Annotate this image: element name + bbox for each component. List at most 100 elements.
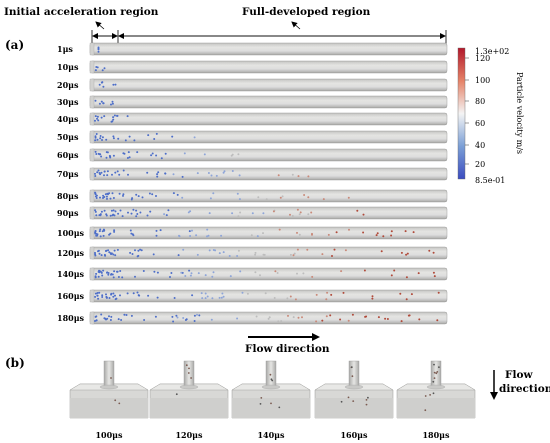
tube xyxy=(89,112,448,126)
particle xyxy=(432,251,435,254)
particle xyxy=(190,377,193,379)
particle xyxy=(94,139,97,142)
particle xyxy=(301,316,303,319)
particle xyxy=(127,173,129,176)
particle xyxy=(206,235,208,238)
particle xyxy=(428,249,431,252)
particle xyxy=(264,292,267,295)
particle xyxy=(100,271,103,274)
particle xyxy=(188,230,191,233)
particle xyxy=(344,249,347,252)
particle xyxy=(94,210,97,213)
particle xyxy=(128,135,131,138)
particle xyxy=(95,315,98,318)
particle xyxy=(102,85,105,88)
particle xyxy=(196,253,199,256)
particle xyxy=(149,210,152,213)
time-label: 160μs xyxy=(57,291,85,301)
particle xyxy=(94,150,97,153)
particle xyxy=(97,46,100,49)
particle xyxy=(350,366,353,368)
particle xyxy=(339,318,342,321)
particle xyxy=(184,275,187,277)
particle xyxy=(101,81,104,84)
particle xyxy=(297,175,300,178)
nozzle-time-label: 160μs xyxy=(340,430,368,440)
particle xyxy=(204,274,207,277)
particle xyxy=(429,394,431,396)
tube-inlet xyxy=(89,311,95,325)
particle xyxy=(99,235,102,238)
tube-inlet xyxy=(89,112,95,126)
flow-direction-label: Flow direction xyxy=(245,343,330,355)
particle xyxy=(152,253,155,256)
particle xyxy=(246,292,249,295)
particle xyxy=(135,215,138,218)
particle xyxy=(99,228,102,231)
particle xyxy=(117,137,120,140)
particle xyxy=(407,314,410,317)
particle xyxy=(163,213,166,216)
time-label: 120μs xyxy=(57,248,85,258)
particle xyxy=(99,214,102,217)
particle xyxy=(112,209,115,212)
particle xyxy=(106,151,109,154)
particle xyxy=(296,248,299,251)
particle xyxy=(254,251,257,254)
particle xyxy=(271,379,274,382)
particle xyxy=(326,291,329,294)
tube xyxy=(89,267,448,281)
particle xyxy=(390,230,393,233)
colorbar-tick-label: 60 xyxy=(475,119,485,128)
particle xyxy=(113,229,116,232)
nozzle-pipe xyxy=(103,360,115,388)
particle xyxy=(335,231,338,234)
particle xyxy=(164,152,167,155)
particle xyxy=(106,192,109,195)
particle xyxy=(130,232,133,235)
particle xyxy=(204,292,207,295)
particle xyxy=(417,272,420,275)
particle xyxy=(100,254,103,257)
time-label: 140μs xyxy=(57,269,85,279)
particle xyxy=(95,214,98,217)
particle xyxy=(94,175,97,177)
particle xyxy=(101,294,104,297)
particle xyxy=(307,175,310,178)
particle xyxy=(129,229,132,232)
tube-rows: 1μs 10μs 20μs 30μs 40μs 50μs 60μs 70μs 80μs 90μs 1… xyxy=(57,42,448,325)
time-label: 80μs xyxy=(57,191,79,201)
particle xyxy=(231,212,234,215)
particle xyxy=(136,291,139,294)
particle xyxy=(94,135,97,138)
particle xyxy=(265,198,268,201)
particle xyxy=(113,214,116,217)
particle xyxy=(220,296,223,299)
particle xyxy=(182,248,185,251)
panel-b-label: (b) xyxy=(5,356,25,370)
tube-row: 50μs xyxy=(57,130,448,144)
particle xyxy=(172,320,175,323)
particle xyxy=(189,274,192,277)
particle xyxy=(222,251,225,254)
time-label: 20μs xyxy=(57,80,79,90)
particle xyxy=(307,196,310,199)
particle xyxy=(167,209,170,212)
particle xyxy=(188,269,191,272)
particle xyxy=(196,313,198,316)
tube-row: 160μs xyxy=(57,289,448,303)
particle xyxy=(110,273,113,275)
particle xyxy=(113,270,116,273)
particle xyxy=(110,377,112,379)
particle xyxy=(170,272,173,274)
particle xyxy=(101,139,103,141)
particle xyxy=(340,400,343,403)
particle xyxy=(122,152,125,155)
particle xyxy=(94,69,97,72)
particle xyxy=(100,171,103,174)
particle xyxy=(139,211,142,214)
particle xyxy=(207,172,210,174)
particle xyxy=(98,252,101,255)
particle xyxy=(327,233,330,236)
particle xyxy=(95,133,98,135)
